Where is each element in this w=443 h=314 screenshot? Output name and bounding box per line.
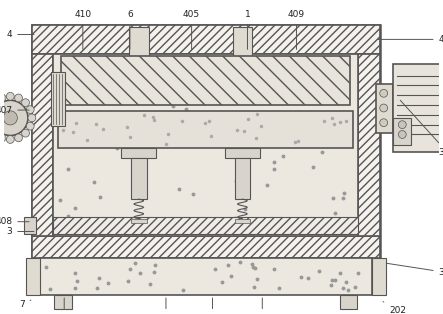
Circle shape — [6, 136, 14, 143]
Text: 304: 304 — [400, 100, 443, 157]
Text: 202: 202 — [383, 301, 406, 314]
Circle shape — [22, 129, 30, 137]
Text: 303: 303 — [386, 263, 443, 277]
Circle shape — [0, 134, 6, 142]
Text: 3: 3 — [7, 227, 34, 236]
Text: 402: 402 — [0, 313, 1, 314]
Circle shape — [0, 94, 6, 102]
Circle shape — [15, 94, 23, 102]
Text: 401: 401 — [0, 313, 1, 314]
Bar — [40, 258, 372, 295]
Text: 410: 410 — [74, 10, 91, 49]
Circle shape — [380, 89, 388, 97]
Bar — [32, 25, 380, 258]
Text: 6: 6 — [127, 10, 133, 49]
Bar — [358, 54, 380, 236]
Bar — [51, 72, 65, 126]
Bar — [376, 84, 393, 133]
Bar — [129, 27, 148, 60]
Text: 407: 407 — [0, 106, 29, 115]
Circle shape — [0, 100, 28, 136]
Text: 1: 1 — [245, 10, 250, 49]
Circle shape — [398, 121, 406, 128]
Circle shape — [15, 134, 23, 142]
Bar — [234, 219, 250, 223]
Text: 404: 404 — [377, 35, 443, 44]
Bar — [233, 27, 252, 60]
Text: 7: 7 — [19, 300, 31, 310]
Bar — [54, 217, 358, 235]
Text: 4: 4 — [7, 30, 34, 39]
Text: 302: 302 — [254, 298, 271, 314]
Bar — [26, 258, 40, 295]
Bar — [131, 158, 147, 199]
Bar — [61, 56, 350, 105]
Text: 408: 408 — [0, 217, 29, 226]
Bar — [32, 54, 54, 236]
Bar — [234, 158, 250, 199]
Bar — [54, 54, 358, 236]
Bar — [372, 258, 386, 295]
Text: 409: 409 — [288, 10, 305, 49]
Bar — [24, 217, 36, 235]
Bar — [225, 148, 260, 158]
Bar — [131, 219, 147, 223]
Bar — [32, 25, 380, 54]
Circle shape — [6, 92, 14, 100]
Bar — [32, 236, 380, 258]
Text: 403: 403 — [0, 313, 1, 314]
Circle shape — [380, 119, 388, 127]
Circle shape — [380, 104, 388, 112]
Circle shape — [398, 131, 406, 138]
Circle shape — [22, 99, 30, 106]
Text: 201: 201 — [56, 298, 73, 314]
Bar — [121, 148, 156, 158]
Bar — [54, 295, 72, 309]
Circle shape — [26, 122, 34, 130]
Text: 301: 301 — [157, 298, 175, 314]
Circle shape — [26, 106, 34, 114]
Bar — [393, 118, 411, 145]
Bar — [58, 111, 354, 148]
Circle shape — [3, 111, 17, 125]
Text: 405: 405 — [183, 10, 200, 49]
Bar — [340, 295, 357, 309]
Circle shape — [28, 114, 36, 122]
Text: 2: 2 — [210, 298, 215, 314]
Bar — [393, 64, 443, 152]
